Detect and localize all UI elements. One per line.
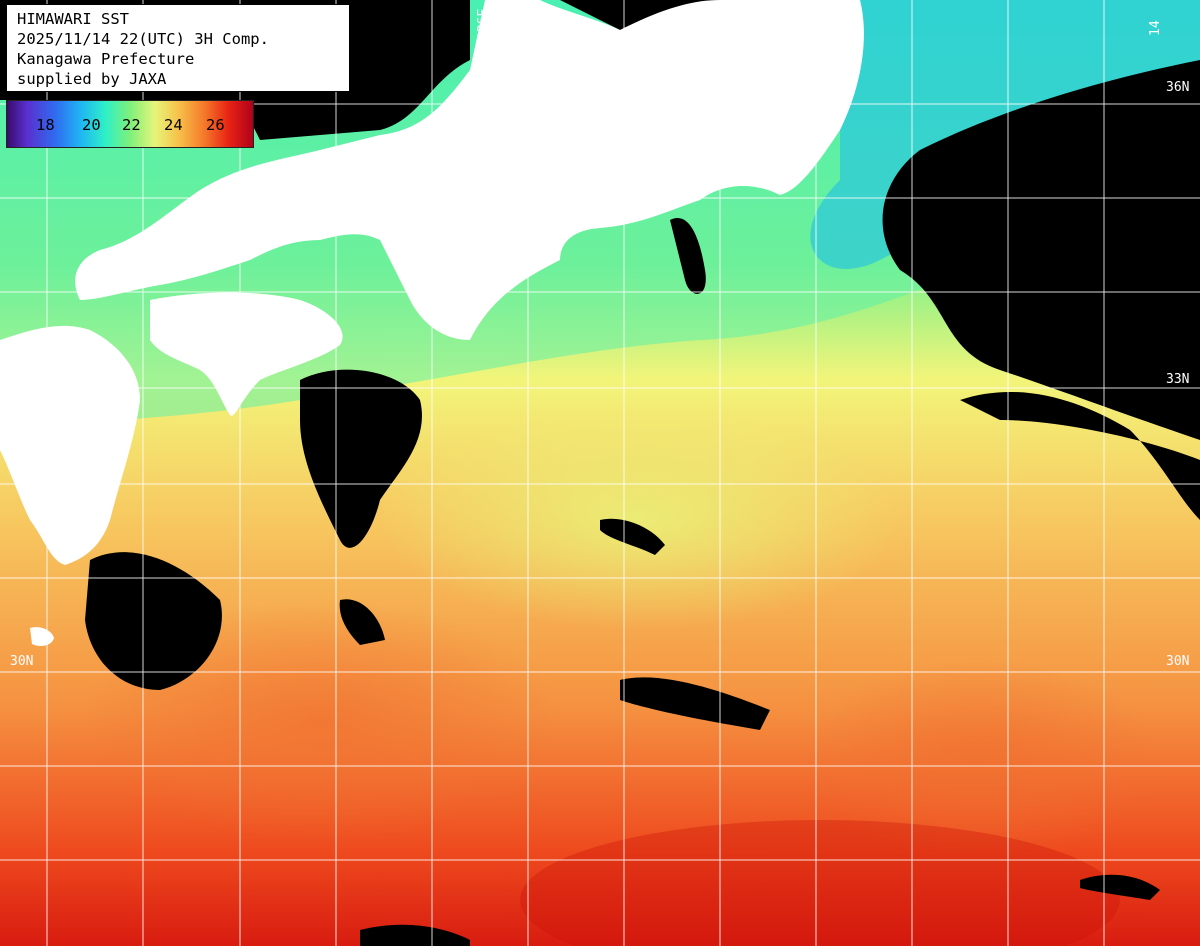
cloud-small-patch xyxy=(360,924,470,946)
cloud-center-cluster xyxy=(300,369,422,548)
data-supplier: supplied by JAXA xyxy=(17,70,167,88)
cool-patch xyxy=(380,410,900,630)
cloud-east-large xyxy=(882,60,1200,440)
cloud-small-patch xyxy=(1080,874,1160,900)
temperature-legend: 18 20 22 24 26 xyxy=(6,100,254,148)
hot-patch xyxy=(520,820,1120,946)
kyushu xyxy=(0,325,140,565)
grid-label-14x: 14 xyxy=(1148,20,1163,36)
shikoku xyxy=(150,292,343,416)
grid-label-33n-right: 33N xyxy=(1166,372,1190,387)
grid-label-30n-right: 30N xyxy=(1166,654,1190,669)
legend-label-22: 22 xyxy=(122,116,141,134)
observation-time: 2025/11/14 22(UTC) 3H Comp. xyxy=(17,30,269,48)
grid-label-33-left: 33 xyxy=(8,374,24,389)
warm-patch xyxy=(800,660,1160,860)
legend-label-18: 18 xyxy=(36,116,55,134)
product-title: HIMAWARI SST xyxy=(17,10,129,28)
cloud-bay-patch xyxy=(670,218,706,294)
cloud-east-band xyxy=(960,391,1200,520)
legend-label-26: 26 xyxy=(206,116,225,134)
info-panel: HIMAWARI SST 2025/11/14 22(UTC) 3H Comp.… xyxy=(6,4,350,92)
legend-label-24: 24 xyxy=(164,116,183,134)
legend-label-20: 20 xyxy=(82,116,101,134)
grid-label-36n-right: 36N xyxy=(1166,80,1190,95)
grid-label-136e: 136E xyxy=(476,8,491,40)
land xyxy=(0,0,864,646)
cloud-small-patch xyxy=(339,599,385,645)
cloud-small-patch xyxy=(600,518,665,555)
cloud-south-streak xyxy=(620,677,770,730)
peninsula xyxy=(772,109,797,147)
grid-label-30n-left: 30N xyxy=(10,654,34,669)
provider-prefecture: Kanagawa Prefecture xyxy=(17,50,195,68)
cloud-southwest-cluster xyxy=(85,552,222,690)
honshu xyxy=(75,0,864,340)
island xyxy=(30,627,54,646)
